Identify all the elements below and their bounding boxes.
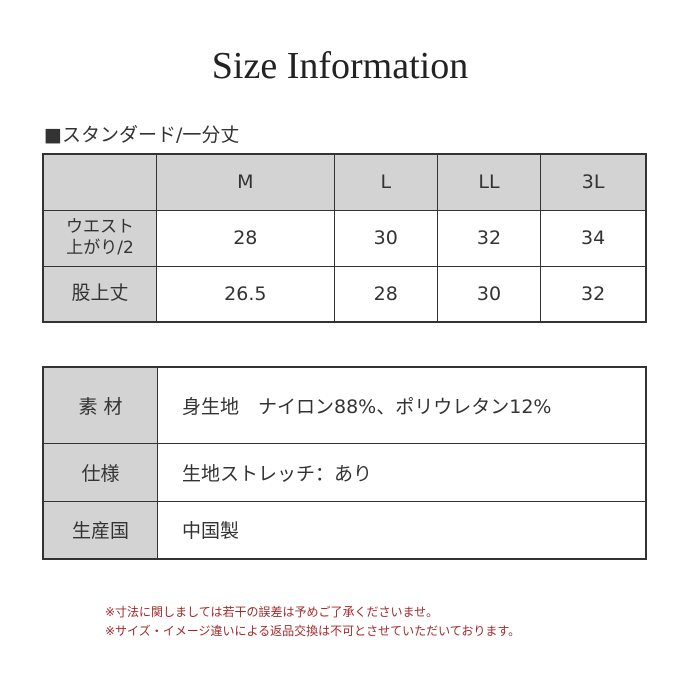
cell: 32 [540, 265, 647, 323]
cell: 28 [333, 265, 438, 323]
cell: 28 [156, 209, 335, 267]
note-line: ※サイズ・イメージ違いによる返品交換は不可とさせていただいております。 [105, 624, 521, 638]
cell: 26.5 [156, 265, 335, 323]
cell: 30 [333, 209, 438, 267]
label-origin: 生産国 [42, 500, 158, 560]
header-l: L [333, 153, 438, 211]
header-corner [42, 153, 157, 211]
cell: 34 [540, 209, 647, 267]
table-header-row: M L LL 3L [42, 153, 647, 211]
row-label-waist: ウエスト 上がり/2 [42, 209, 157, 267]
note-line: ※寸法に関しましては若干の誤差は予めご了承くださいませ。 [105, 605, 439, 619]
header-m: M [156, 153, 335, 211]
size-table: M L LL 3L ウエスト 上がり/2 28 30 32 34 股上丈 26.5… [42, 153, 647, 323]
value-material: 身生地 ナイロン88%、ポリウレタン12% [157, 366, 647, 444]
header-ll: LL [436, 153, 542, 211]
table-row: 生産国 中国製 [42, 500, 647, 560]
label-spec: 仕様 [42, 442, 158, 502]
section-heading: ■スタンダード/一分丈 [44, 124, 240, 146]
spec-table: 素 材 身生地 ナイロン88%、ポリウレタン12% 仕様 生地ストレッチ：あり … [42, 366, 647, 560]
table-row: 素 材 身生地 ナイロン88%、ポリウレタン12% [42, 366, 647, 444]
table-row: 股上丈 26.5 28 30 32 [42, 265, 647, 323]
value-origin: 中国製 [157, 500, 647, 560]
table-row: ウエスト 上がり/2 28 30 32 34 [42, 209, 647, 267]
table-row: 仕様 生地ストレッチ：あり [42, 442, 647, 502]
header-3l: 3L [540, 153, 647, 211]
value-spec: 生地ストレッチ：あり [157, 442, 647, 502]
page-title: Size Information [211, 45, 469, 87]
cell: 30 [436, 265, 542, 323]
label-material: 素 材 [42, 366, 158, 444]
notes: ※寸法に関しましては若干の誤差は予めご了承くださいませ。 ※サイズ・イメージ違い… [105, 603, 520, 641]
row-label-rise: 股上丈 [42, 265, 157, 323]
cell: 32 [436, 209, 542, 267]
